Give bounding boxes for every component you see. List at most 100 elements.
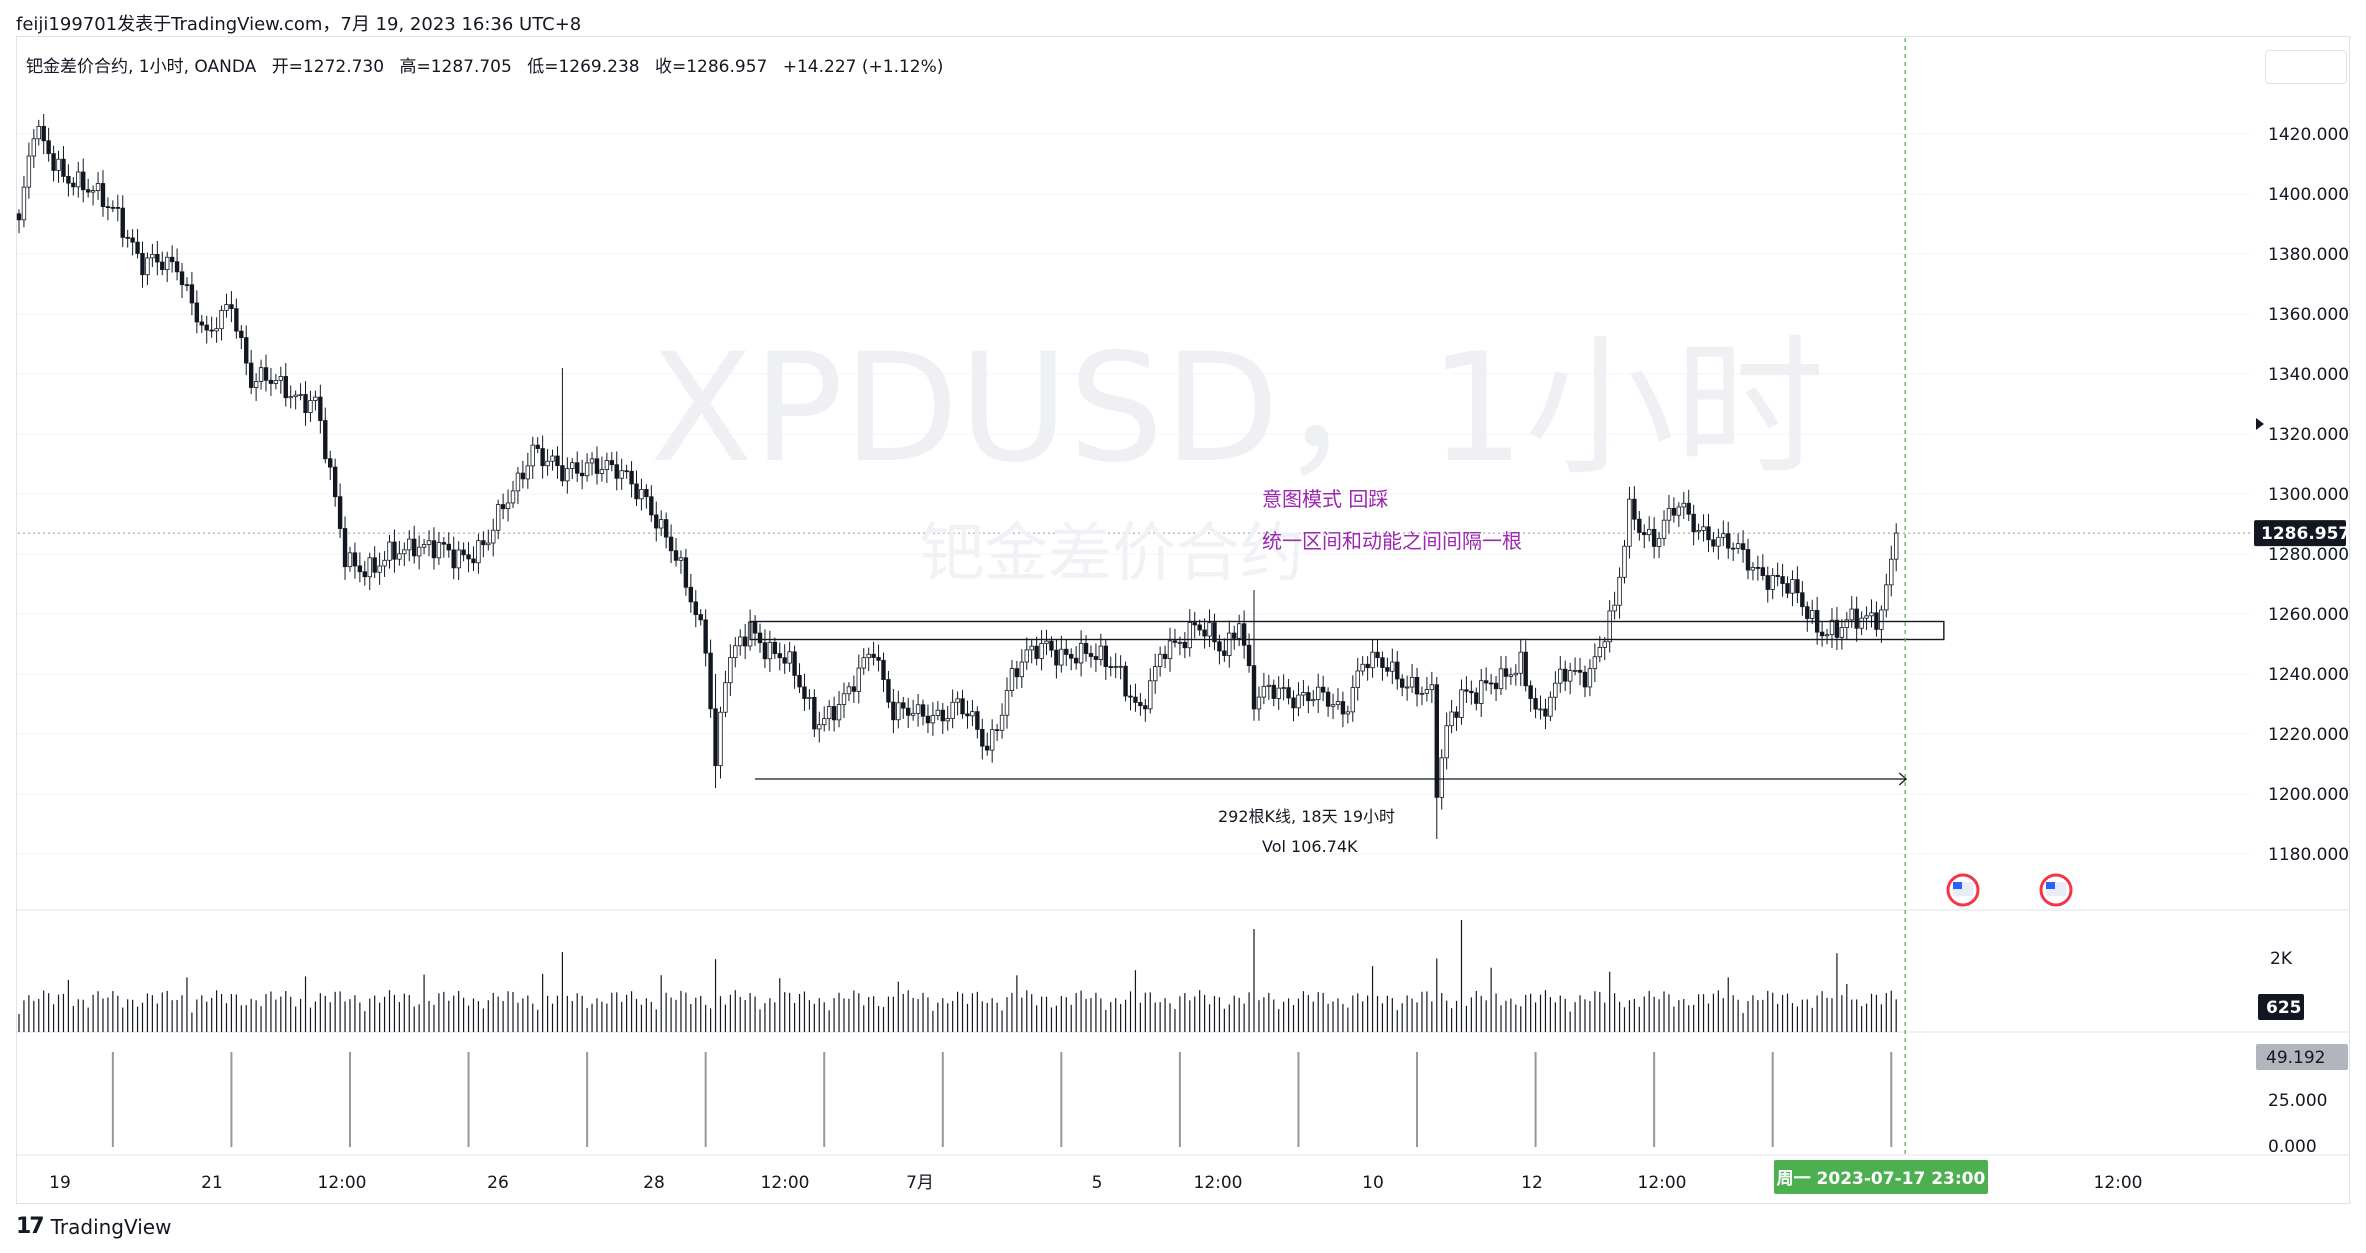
legend-symbol[interactable]: 钯金差价合约, 1小时, OANDA: [26, 57, 257, 77]
candle-body: [1009, 668, 1015, 692]
candle-body: [752, 621, 758, 634]
candle-body: [169, 256, 175, 263]
candle-body: [1503, 668, 1509, 677]
indicator-series: [111, 1052, 1893, 1147]
candle-body: [1182, 641, 1188, 649]
candle-body: [693, 601, 698, 615]
candle-body: [31, 138, 37, 157]
annotation-range-gap[interactable]: 统一区间和动能之间间隔一根: [1262, 529, 1522, 553]
chart-overlay-box[interactable]: [2265, 50, 2347, 84]
candle-body: [1691, 513, 1696, 533]
candle-body: [1839, 627, 1845, 638]
candle-body: [1730, 547, 1736, 550]
candle-body: [1647, 528, 1652, 536]
measure-arrow-head-icon: [1898, 772, 1908, 786]
measure-bars-label: 292根K线, 18天 19小时: [1218, 807, 1395, 826]
candle-body: [1483, 680, 1489, 684]
indicator-tick-label: 0.000: [2268, 1137, 2317, 1157]
candle-body: [673, 550, 679, 561]
crosshair-time-label-bg: [1774, 1160, 1988, 1194]
candle-body: [362, 571, 367, 578]
candle-body: [1271, 684, 1276, 699]
candle-body: [1558, 668, 1563, 684]
candle-body: [76, 171, 81, 188]
candle-body: [994, 729, 1000, 732]
candle-body: [1404, 686, 1410, 689]
candle-body: [367, 557, 372, 578]
candle-body: [1444, 725, 1449, 759]
candle-body: [1795, 579, 1800, 594]
time-tick-label: 19: [49, 1173, 71, 1193]
candle-body: [599, 469, 605, 474]
candle-body: [199, 321, 204, 326]
candle-body: [1108, 666, 1113, 668]
chart-frame: [16, 36, 2350, 1204]
candle-body: [728, 657, 733, 684]
candle-body: [239, 330, 244, 339]
candle-body: [332, 466, 338, 498]
candle-body: [1083, 643, 1089, 654]
candle-body: [392, 541, 397, 560]
event-flag-1[interactable]: [1946, 873, 1980, 907]
candle-body: [1212, 622, 1217, 643]
candle-body: [604, 460, 610, 470]
candle-body: [1701, 526, 1706, 531]
candle-body: [1716, 536, 1721, 547]
candle-body: [323, 420, 328, 460]
candle-body: [244, 337, 249, 364]
candle-body: [1513, 672, 1519, 676]
range-box[interactable]: [749, 620, 1945, 641]
candle-body: [515, 472, 521, 492]
candle-body: [1419, 692, 1425, 695]
candle-body: [402, 549, 407, 555]
candle-body: [634, 483, 639, 500]
candle-body: [1681, 502, 1686, 508]
candle-body: [970, 711, 975, 717]
price-scale-arrow-icon[interactable]: [2256, 418, 2264, 430]
candle-body: [1780, 576, 1785, 584]
candle-body: [1217, 641, 1222, 652]
candle-body: [575, 462, 580, 474]
candle-body: [426, 540, 432, 545]
candle-body: [505, 502, 511, 510]
candle-body: [609, 460, 614, 466]
candle-body: [1311, 699, 1316, 702]
candle-body: [85, 189, 91, 193]
indicator-tick-label: 25.000: [2268, 1091, 2327, 1111]
candle-body: [1340, 701, 1346, 715]
candle-body: [1810, 610, 1815, 619]
candle-body: [565, 468, 570, 482]
candle-body: [960, 698, 965, 715]
candle-body: [1889, 558, 1894, 586]
candle-body: [1543, 708, 1548, 717]
candle-body: [1498, 668, 1504, 690]
candle-body: [441, 542, 447, 545]
tradingview-brand[interactable]: 17 TradingView: [16, 1214, 171, 1239]
candle-body: [955, 698, 960, 703]
candle-body: [318, 396, 323, 421]
candle-body: [1770, 574, 1775, 590]
candle-body: [619, 470, 624, 479]
candle-body: [1449, 711, 1454, 727]
candle-body: [1829, 619, 1835, 636]
candle-body: [1819, 631, 1825, 637]
candle-body: [1824, 634, 1830, 637]
candle-body: [135, 241, 140, 254]
annotation-intent[interactable]: 意图模式 回踩: [1262, 487, 1388, 511]
candle-body: [1459, 689, 1464, 718]
candle-body: [1078, 643, 1084, 664]
candle-body: [140, 252, 145, 276]
candle-body: [41, 125, 46, 142]
candle-body: [560, 465, 565, 482]
candle-body: [1869, 612, 1874, 617]
price-tick-label: 1200.000: [2268, 785, 2349, 805]
last-price-label-bg: [2254, 520, 2346, 547]
candle-body: [1004, 690, 1010, 716]
candle-body: [945, 718, 950, 722]
candle-body: [836, 704, 842, 721]
event-flag-2[interactable]: [2039, 873, 2073, 907]
candle-body: [1177, 641, 1183, 644]
candle-body: [61, 158, 66, 177]
candle-body: [495, 504, 501, 531]
